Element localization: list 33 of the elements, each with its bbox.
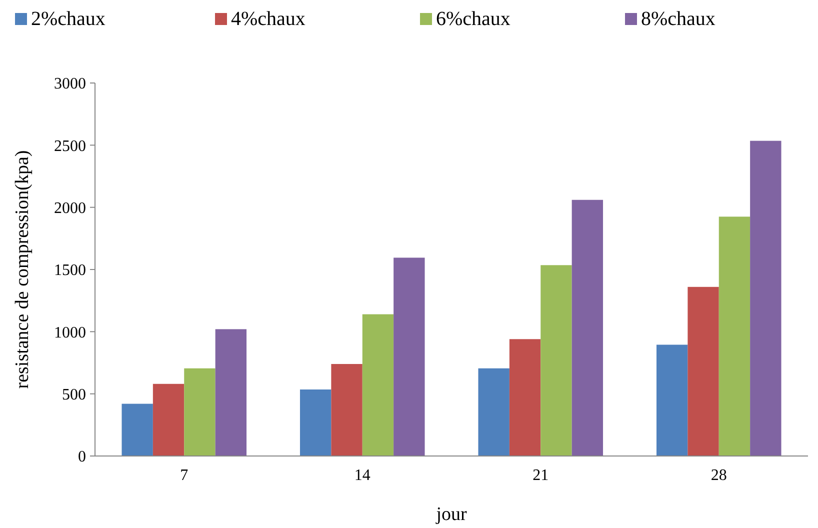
bar (331, 364, 362, 456)
y-tick-label: 500 (62, 386, 86, 404)
y-tick-label: 0 (78, 448, 86, 466)
y-tick-label: 1500 (54, 262, 86, 280)
bar (184, 368, 216, 456)
y-tick-label: 2500 (54, 138, 86, 155)
x-tick-label: 28 (710, 467, 727, 484)
x-tick-label: 7 (180, 467, 188, 484)
y-axis-title: resistance de compression(kpa) (12, 150, 33, 389)
bar (122, 404, 153, 456)
bar (152, 384, 184, 456)
bar (509, 339, 541, 456)
x-axis-title: jour (435, 504, 468, 525)
bar (572, 200, 604, 456)
bar (478, 368, 510, 456)
y-tick-label: 1000 (54, 324, 86, 342)
legend-label: 2%chaux (31, 8, 106, 30)
legend-label: 4%chaux (231, 8, 306, 30)
bar (688, 286, 719, 456)
bar (362, 314, 394, 456)
bar (394, 258, 425, 456)
bar (300, 389, 332, 456)
bar (215, 329, 247, 456)
bar (656, 344, 688, 456)
legend-label: 6%chaux (436, 8, 510, 30)
x-tick-label: 21 (532, 467, 549, 484)
bar (750, 140, 782, 456)
y-tick-label: 2000 (54, 200, 86, 217)
legend-label: 8%chaux (641, 8, 716, 30)
x-tick-label: 14 (354, 467, 370, 484)
bar (718, 216, 750, 456)
y-tick-label: 3000 (54, 76, 86, 93)
bar (540, 265, 572, 456)
